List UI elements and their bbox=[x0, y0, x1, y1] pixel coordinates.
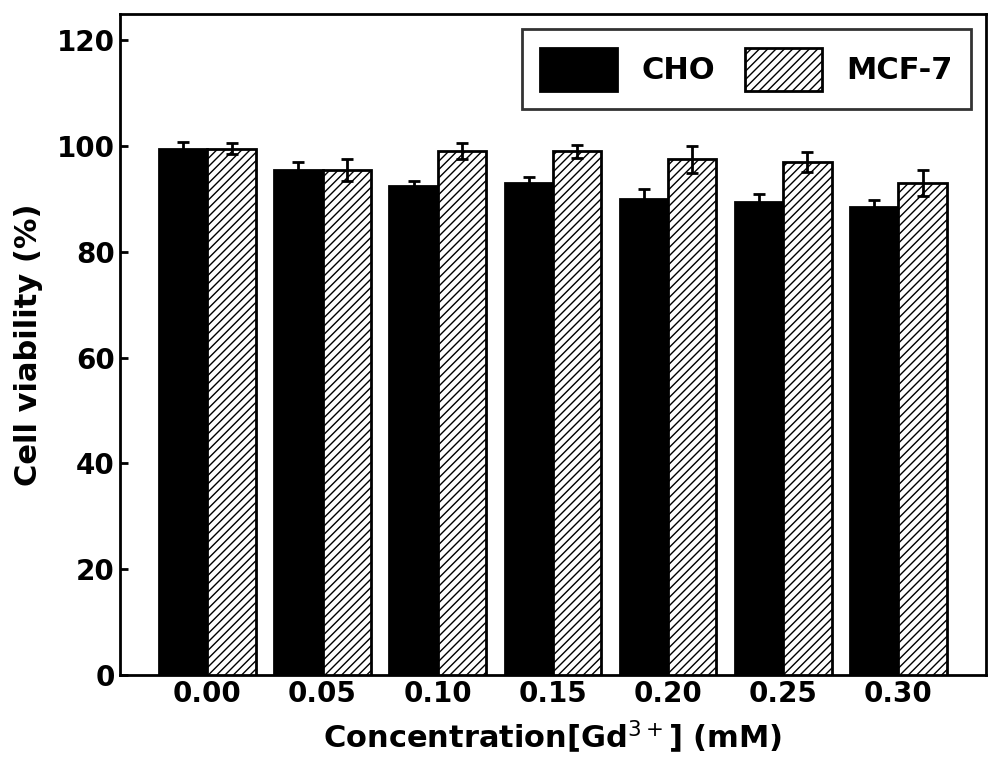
Bar bbox=[620, 199, 668, 675]
Bar bbox=[389, 186, 438, 675]
Bar bbox=[505, 183, 553, 675]
Bar bbox=[898, 183, 947, 675]
Bar bbox=[274, 170, 323, 675]
Bar bbox=[207, 149, 256, 675]
Bar bbox=[438, 152, 486, 675]
Bar bbox=[553, 152, 601, 675]
Bar bbox=[159, 149, 207, 675]
Bar bbox=[850, 207, 898, 675]
X-axis label: Concentration[Gd$^{3+}$] (mM): Concentration[Gd$^{3+}$] (mM) bbox=[323, 719, 782, 756]
Bar bbox=[735, 202, 783, 675]
Bar bbox=[783, 162, 832, 675]
Legend: CHO, MCF-7: CHO, MCF-7 bbox=[522, 29, 971, 109]
Y-axis label: Cell viability (%): Cell viability (%) bbox=[14, 203, 43, 486]
Bar bbox=[668, 159, 716, 675]
Bar bbox=[323, 170, 371, 675]
